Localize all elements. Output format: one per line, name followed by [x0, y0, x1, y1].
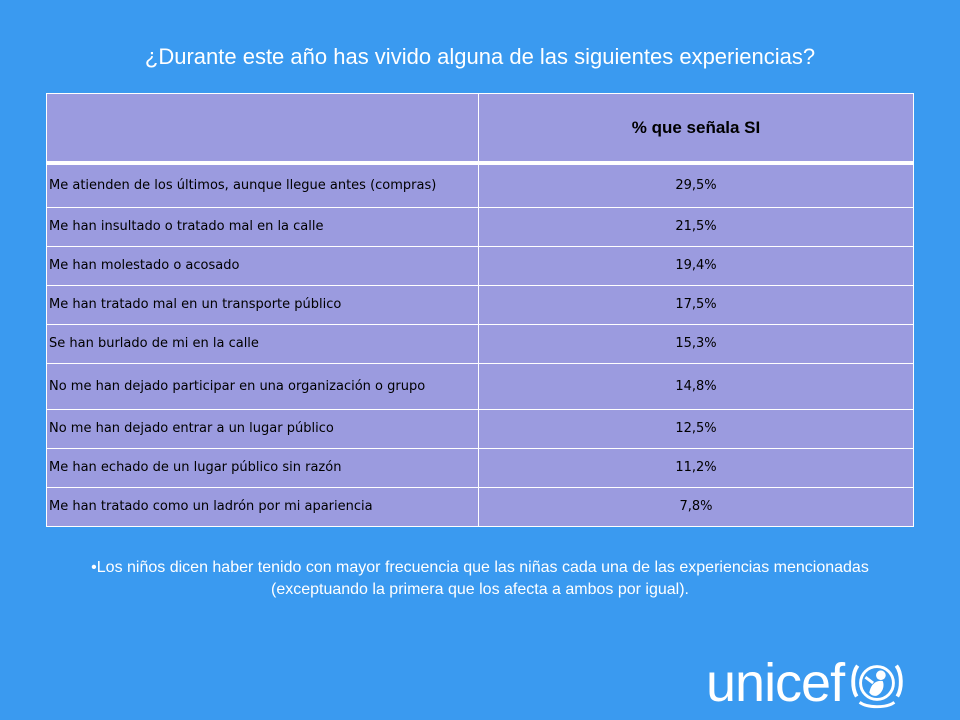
row-label: No me han dejado entrar a un lugar públi… — [46, 408, 479, 449]
row-value: 19,4% — [478, 245, 914, 286]
row-label: Me han tratado mal en un transporte públ… — [46, 284, 479, 325]
logo-wordmark: unicef — [706, 653, 845, 713]
row-label: No me han dejado participar en una organ… — [46, 362, 479, 410]
table-row: Me han tratado como un ladrón por mi apa… — [46, 486, 914, 527]
row-value: 7,8% — [478, 486, 914, 527]
row-value: 12,5% — [478, 408, 914, 449]
footnote-text: •Los niños dicen haber tenido con mayor … — [91, 559, 869, 598]
page-title: ¿Durante este año has vivido alguna de l… — [144, 44, 816, 69]
row-value: 17,5% — [478, 284, 914, 325]
row-label: Me han tratado como un ladrón por mi apa… — [46, 486, 479, 527]
row-label: Me atienden de los últimos, aunque llegu… — [46, 162, 479, 208]
table-row: Me han tratado mal en un transporte públ… — [46, 284, 914, 325]
table-row: No me han dejado entrar a un lugar públi… — [46, 408, 914, 449]
experiences-table: % que señala SI Me atienden de los últim… — [46, 93, 914, 527]
row-value: 14,8% — [478, 362, 914, 410]
row-label: Me han molestado o acosado — [46, 245, 479, 286]
row-value: 21,5% — [478, 206, 914, 247]
table-row: Me han echado de un lugar público sin ra… — [46, 447, 914, 488]
row-label: Me han echado de un lugar público sin ra… — [46, 447, 479, 488]
table-row: Me han insultado o tratado mal en la cal… — [46, 206, 914, 247]
table-row: No me han dejado participar en una organ… — [46, 362, 914, 410]
table-row: Me atienden de los últimos, aunque llegu… — [46, 162, 914, 208]
row-value: 15,3% — [478, 323, 914, 364]
unicef-emblem-icon — [851, 664, 903, 709]
row-value: 29,5% — [478, 162, 914, 208]
table-row: Se han burlado de mi en la calle 15,3% — [46, 323, 914, 364]
table-header-row: % que señala SI — [46, 93, 914, 165]
row-label: Se han burlado de mi en la calle — [46, 323, 479, 364]
table-row: Me han molestado o acosado 19,4% — [46, 245, 914, 286]
table-header-label-cell — [46, 93, 479, 165]
row-value: 11,2% — [478, 447, 914, 488]
table-header-value-cell: % que señala SI — [478, 93, 914, 165]
row-label: Me han insultado o tratado mal en la cal… — [46, 206, 479, 247]
unicef-logo: unicef — [706, 653, 906, 713]
